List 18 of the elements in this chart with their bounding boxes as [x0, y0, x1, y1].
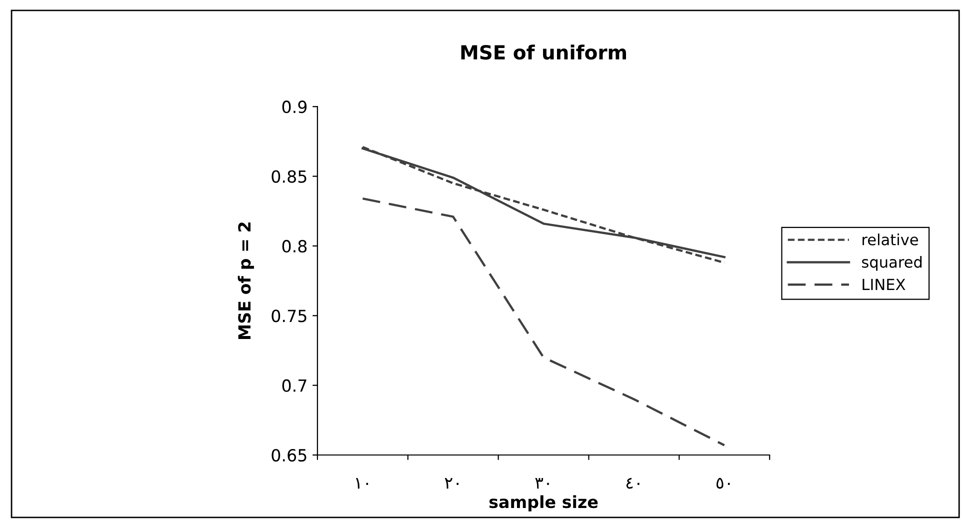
y-tick-label: 0.9: [282, 100, 307, 114]
y-axis-title: MSE of p = 2: [238, 222, 254, 339]
y-tick-label: 0.85: [272, 170, 306, 183]
y-tick-label: 0.8: [282, 240, 307, 253]
y-tick-label: 0.7: [282, 379, 306, 392]
y-tick-label: 0.75: [272, 310, 306, 322]
x-tick-label: ٥٠: [716, 478, 730, 489]
chart-title: MSE of uniform: [461, 44, 626, 60]
y-tick-label: 0.65: [272, 448, 306, 462]
x-axis-title: sample size: [489, 495, 598, 512]
x-tick-label: ١٠: [356, 478, 368, 489]
legend-label: squared: [862, 256, 922, 271]
x-tick-label: ٤٠: [626, 478, 640, 489]
legend-label: LINEX: [862, 278, 906, 290]
x-tick-label: ٣٠: [535, 478, 549, 489]
legend-label: relative: [862, 234, 918, 246]
line-series: [362, 197, 726, 446]
x-tick-label: ٢٠: [444, 478, 458, 489]
